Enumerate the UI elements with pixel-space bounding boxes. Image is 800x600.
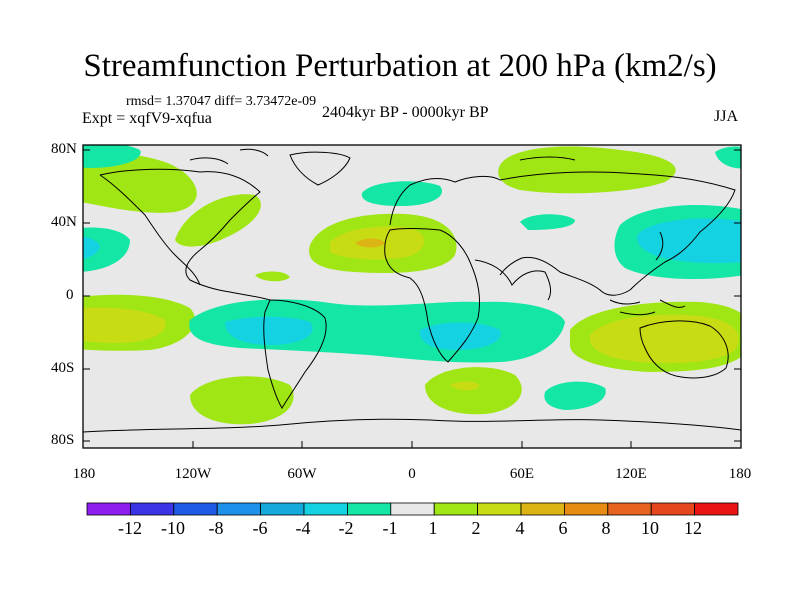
anomaly-south-pacific-west-core	[83, 307, 166, 343]
x-tick-label: 60W	[287, 466, 317, 482]
anomaly-west-pacific-north	[83, 227, 130, 272]
x-tick-label: 0	[408, 466, 416, 482]
anomaly-south-atlantic	[190, 376, 294, 425]
x-tick-label: 120W	[174, 466, 212, 482]
anomaly-north-pacific	[83, 154, 197, 213]
colorbar-label: 8	[601, 518, 611, 538]
colorbar-box	[86, 502, 131, 516]
anomaly-north-atlantic-west	[175, 194, 261, 247]
anomaly-amazon-small	[255, 271, 290, 282]
colorbar-box	[607, 502, 652, 516]
y-axis-ticks	[83, 149, 741, 442]
colorbar-box	[260, 502, 305, 516]
anomaly-south-indian-core	[450, 381, 480, 391]
period-label: 2404kyr BP - 0000kyr BP	[322, 104, 489, 121]
coast-europe	[389, 175, 501, 226]
coast-se-asia-islands	[609, 299, 686, 316]
coast-antarctica	[83, 418, 741, 433]
colorbar-box	[564, 502, 609, 516]
colorbar	[86, 502, 739, 516]
anomaly-east-asia-small	[520, 214, 575, 230]
anomaly-west-pacific-north-core	[83, 236, 100, 259]
season-label: JJA	[714, 108, 739, 125]
colorbar-box	[390, 502, 435, 516]
coast-japan	[655, 231, 664, 261]
colorbar-box	[477, 502, 522, 516]
coast-arctic-islands	[189, 148, 576, 165]
contour-fields	[83, 145, 741, 425]
x-tick-label: 60E	[509, 466, 535, 482]
coast-north-america	[99, 168, 271, 301]
colorbar-box	[650, 502, 696, 516]
rmsd-diff-label: rmsd= 1.37047 diff= 3.73472e-09	[126, 94, 317, 109]
colorbar-label: 4	[515, 518, 525, 538]
anomaly-south-indian	[425, 367, 522, 415]
y-tick-label: 80N	[51, 141, 77, 157]
colorbar-label: -8	[208, 518, 224, 538]
x-tick-label: 180	[728, 466, 752, 482]
coastlines	[83, 148, 741, 433]
anomaly-siberia	[498, 146, 676, 194]
y-tick-label: 0	[66, 287, 74, 303]
coast-greenland	[289, 151, 351, 186]
anomaly-south-africa-core	[419, 322, 501, 350]
anomaly-australia-core	[589, 314, 739, 364]
colorbar-label: 1	[428, 518, 438, 538]
anomaly-tropical-band-core	[225, 316, 313, 345]
colorbar-box	[303, 502, 348, 516]
coast-south-america	[263, 299, 327, 409]
colorbar-label: -2	[338, 518, 354, 538]
anomaly-asia-pacific-core	[637, 218, 741, 264]
colorbar-box	[346, 502, 392, 516]
anomaly-arctic-right	[715, 146, 741, 169]
colorbar-box	[173, 502, 218, 516]
experiment-label: Expt = xqfV9-xqfua	[82, 110, 212, 127]
colorbar-label: 2	[471, 518, 481, 538]
colorbar-box	[694, 502, 739, 516]
y-tick-label: 80S	[51, 432, 75, 448]
colorbar-box	[520, 502, 565, 516]
x-axis-ticks	[192, 441, 632, 448]
colorbar-label: -10	[161, 518, 185, 538]
colorbar-label: -1	[382, 518, 398, 538]
coast-north-america-west	[99, 174, 201, 286]
colorbar-box	[433, 502, 479, 516]
plot-title: Streamfunction Perturbation at 200 hPa (…	[83, 48, 717, 84]
y-tick-label: 40S	[51, 360, 75, 376]
colorbar-box	[216, 502, 261, 516]
anomaly-arctic-left	[83, 145, 141, 168]
colorbar-label: -4	[295, 518, 311, 538]
coast-australia	[639, 320, 729, 379]
colorbar-label: -6	[252, 518, 268, 538]
y-tick-label: 40N	[51, 214, 77, 230]
coast-asia	[499, 171, 736, 296]
anomaly-africa-north-peak	[355, 238, 385, 248]
coast-africa	[384, 228, 481, 363]
colorbar-label: -12	[118, 518, 142, 538]
x-tick-label: 180	[72, 466, 96, 482]
colorbar-label: 12	[684, 518, 702, 538]
colorbar-label: 6	[558, 518, 568, 538]
coast-arabia-india	[474, 259, 552, 301]
anomaly-south-pacific-east	[544, 381, 606, 410]
colorbar-box	[129, 502, 175, 516]
x-tick-label: 120E	[615, 466, 647, 482]
colorbar-label: 10	[641, 518, 659, 538]
